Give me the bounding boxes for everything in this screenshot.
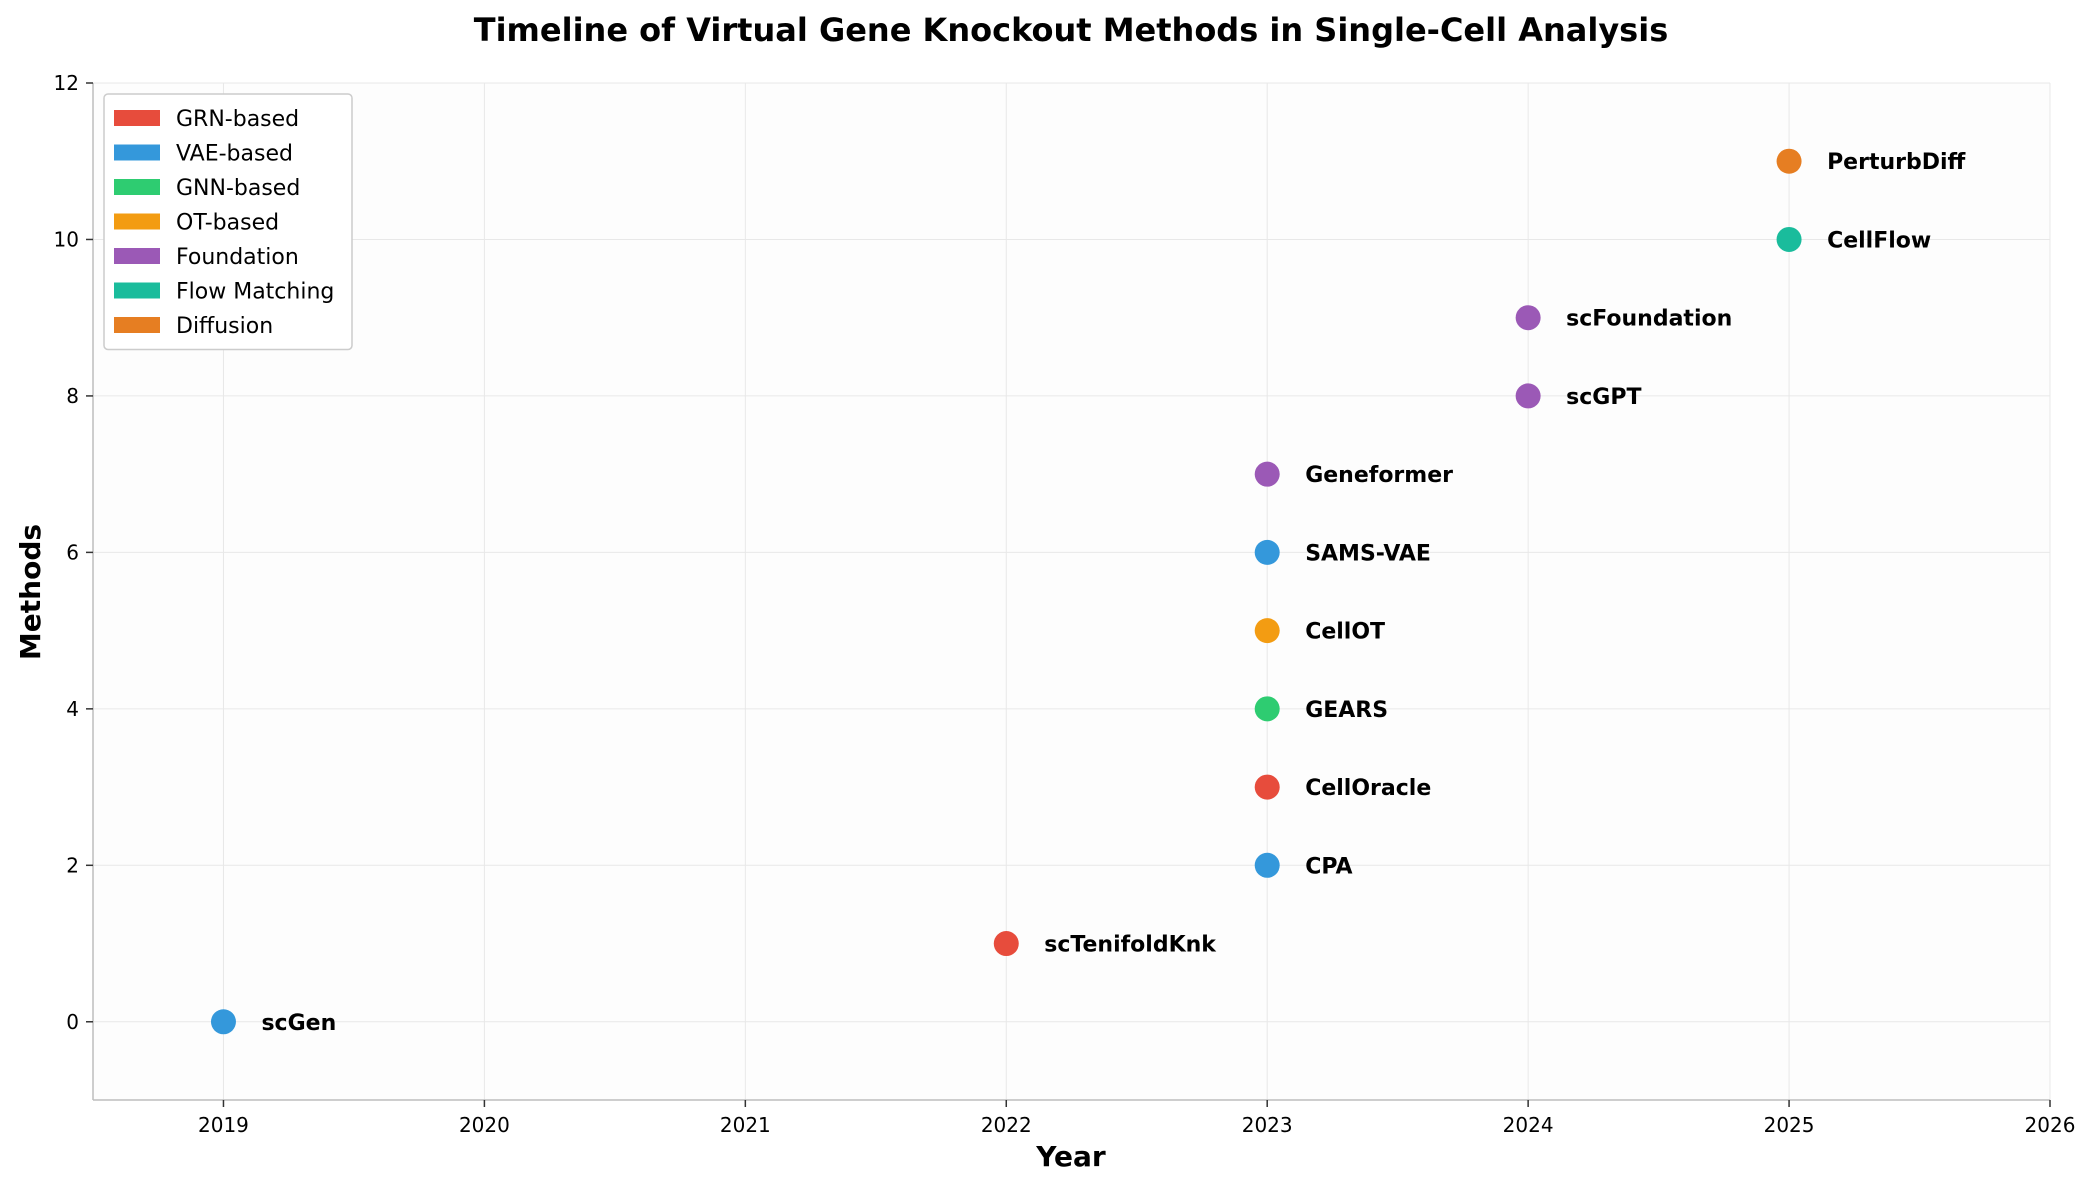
data-label: SAMS-VAE xyxy=(1305,541,1431,566)
legend-entry: Foundation xyxy=(176,245,299,270)
legend-swatch xyxy=(114,110,160,126)
legend-entry: VAE-based xyxy=(176,142,293,167)
data-point xyxy=(1254,618,1280,644)
axes-spines xyxy=(92,83,2050,1101)
legend-swatch xyxy=(114,144,160,161)
legend-swatch xyxy=(114,248,160,264)
ticks: 2019 2020 2021 2022 2023 2024 2025 2026 0 2 4 6 8 10 1… xyxy=(54,71,2076,1137)
data-points: scGen scTenifoldKnk CPA CellOracle GEARS Cell… xyxy=(210,148,1967,1036)
x-axis-label: Year xyxy=(1035,1140,1106,1173)
legend-entry: GRN-based xyxy=(176,107,299,132)
legend-swatch xyxy=(114,213,160,230)
data-label: scGPT xyxy=(1566,385,1641,410)
data-label: GEARS xyxy=(1305,698,1388,723)
x-tick-label: 2019 xyxy=(198,1113,249,1137)
x-tick-label: 2023 xyxy=(1242,1113,1293,1137)
data-label: scTenifoldKnk xyxy=(1044,933,1217,958)
data-label: CellOT xyxy=(1305,620,1385,645)
x-tick-label: 2025 xyxy=(1764,1113,1815,1137)
legend-box xyxy=(103,93,353,351)
data-label: CellOracle xyxy=(1305,776,1431,801)
y-tick-label: 2 xyxy=(66,853,79,877)
data-label: scFoundation xyxy=(1566,307,1732,332)
y-tick-label: 12 xyxy=(54,71,79,95)
y-tick-label: 10 xyxy=(54,227,79,251)
chart-title: Timeline of Virtual Gene Knockout Method… xyxy=(474,11,1668,49)
data-point xyxy=(993,931,1019,957)
grid xyxy=(93,82,2051,1100)
legend-swatch xyxy=(114,179,160,195)
data-point xyxy=(1254,774,1280,800)
x-tick-label: 2021 xyxy=(720,1113,771,1137)
legend-swatch xyxy=(114,317,160,333)
x-tick-label: 2026 xyxy=(2025,1113,2076,1137)
data-point xyxy=(1254,539,1280,565)
data-label: Geneformer xyxy=(1305,463,1453,488)
legend: GRN-based VAE-based GNN-based OT-based Found… xyxy=(103,93,353,351)
y-axis-label: Methods xyxy=(14,524,47,660)
y-tick-label: 4 xyxy=(66,697,79,721)
legend-entry: GNN-based xyxy=(176,176,300,201)
x-tick-label: 2024 xyxy=(1503,1113,1554,1137)
legend-entry: Diffusion xyxy=(176,314,273,339)
legend-entry: Flow Matching xyxy=(176,280,334,305)
y-tick-label: 0 xyxy=(66,1010,79,1034)
data-label: scGen xyxy=(261,1011,336,1036)
y-tick-label: 8 xyxy=(66,384,79,408)
data-point xyxy=(1515,383,1541,409)
data-point xyxy=(1254,461,1280,487)
data-point xyxy=(1254,852,1280,878)
legend-entry: OT-based xyxy=(176,211,279,236)
data-label: CPA xyxy=(1305,854,1352,879)
x-tick-label: 2020 xyxy=(459,1113,510,1137)
plot-background xyxy=(93,83,2050,1100)
data-point xyxy=(210,1009,236,1035)
data-point xyxy=(1254,696,1280,722)
data-point xyxy=(1776,148,1802,174)
data-point xyxy=(1515,305,1541,331)
data-point xyxy=(1776,226,1802,252)
data-label: PerturbDiff xyxy=(1827,150,1966,175)
y-tick-label: 6 xyxy=(66,540,79,564)
x-tick-label: 2022 xyxy=(981,1113,1032,1137)
legend-swatch xyxy=(114,282,160,299)
data-label: CellFlow xyxy=(1827,228,1931,253)
